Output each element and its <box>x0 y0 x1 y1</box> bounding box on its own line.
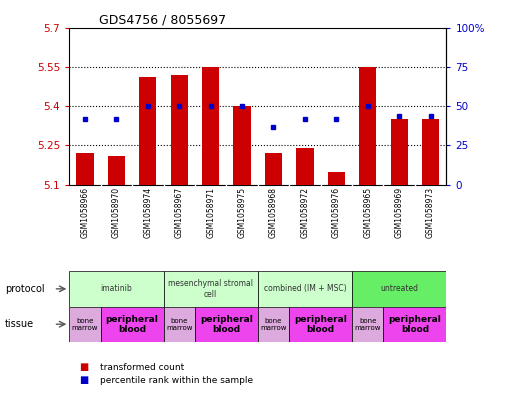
Bar <box>202 67 219 185</box>
Text: peripheral
blood: peripheral blood <box>294 314 347 334</box>
Bar <box>258 307 289 342</box>
Text: protocol: protocol <box>5 284 45 294</box>
Text: bone
marrow: bone marrow <box>260 318 287 331</box>
Text: peripheral
blood: peripheral blood <box>106 314 159 334</box>
Bar <box>195 307 258 342</box>
Bar <box>265 153 282 185</box>
Bar <box>76 153 93 185</box>
Text: GSM1058970: GSM1058970 <box>112 187 121 239</box>
Bar <box>352 271 446 307</box>
Bar <box>69 271 164 307</box>
Bar <box>328 172 345 185</box>
Text: peripheral
blood: peripheral blood <box>200 314 253 334</box>
Text: GSM1058969: GSM1058969 <box>394 187 404 239</box>
Text: GSM1058976: GSM1058976 <box>332 187 341 239</box>
Text: GSM1058972: GSM1058972 <box>301 187 309 238</box>
Text: bone
marrow: bone marrow <box>354 318 381 331</box>
Text: GSM1058974: GSM1058974 <box>143 187 152 239</box>
Bar <box>164 271 258 307</box>
Text: bone
marrow: bone marrow <box>166 318 192 331</box>
Text: peripheral
blood: peripheral blood <box>388 314 441 334</box>
Text: GSM1058967: GSM1058967 <box>175 187 184 239</box>
Text: GSM1058975: GSM1058975 <box>238 187 247 239</box>
Bar <box>383 307 446 342</box>
Text: percentile rank within the sample: percentile rank within the sample <box>100 376 253 385</box>
Bar <box>289 307 352 342</box>
Bar <box>390 119 408 185</box>
Text: transformed count: transformed count <box>100 363 184 372</box>
Bar <box>422 119 439 185</box>
Bar <box>297 148 313 185</box>
Text: GSM1058965: GSM1058965 <box>363 187 372 239</box>
Bar <box>352 307 383 342</box>
Text: GSM1058968: GSM1058968 <box>269 187 278 238</box>
Bar <box>171 75 188 185</box>
Text: ■: ■ <box>80 362 89 373</box>
Text: GDS4756 / 8055697: GDS4756 / 8055697 <box>100 13 227 26</box>
Bar <box>101 307 164 342</box>
Text: bone
marrow: bone marrow <box>72 318 98 331</box>
Text: ■: ■ <box>80 375 89 386</box>
Text: untreated: untreated <box>380 285 418 293</box>
Bar <box>164 307 195 342</box>
Text: GSM1058971: GSM1058971 <box>206 187 215 238</box>
Bar <box>359 67 377 185</box>
Text: GSM1058973: GSM1058973 <box>426 187 435 239</box>
Bar <box>69 307 101 342</box>
Text: GSM1058966: GSM1058966 <box>81 187 89 239</box>
Bar <box>139 77 156 185</box>
Text: tissue: tissue <box>5 319 34 329</box>
Text: imatinib: imatinib <box>101 285 132 293</box>
Text: combined (IM + MSC): combined (IM + MSC) <box>264 285 346 293</box>
Bar <box>258 271 352 307</box>
Bar <box>233 106 251 185</box>
Text: mesenchymal stromal
cell: mesenchymal stromal cell <box>168 279 253 299</box>
Bar <box>108 156 125 185</box>
